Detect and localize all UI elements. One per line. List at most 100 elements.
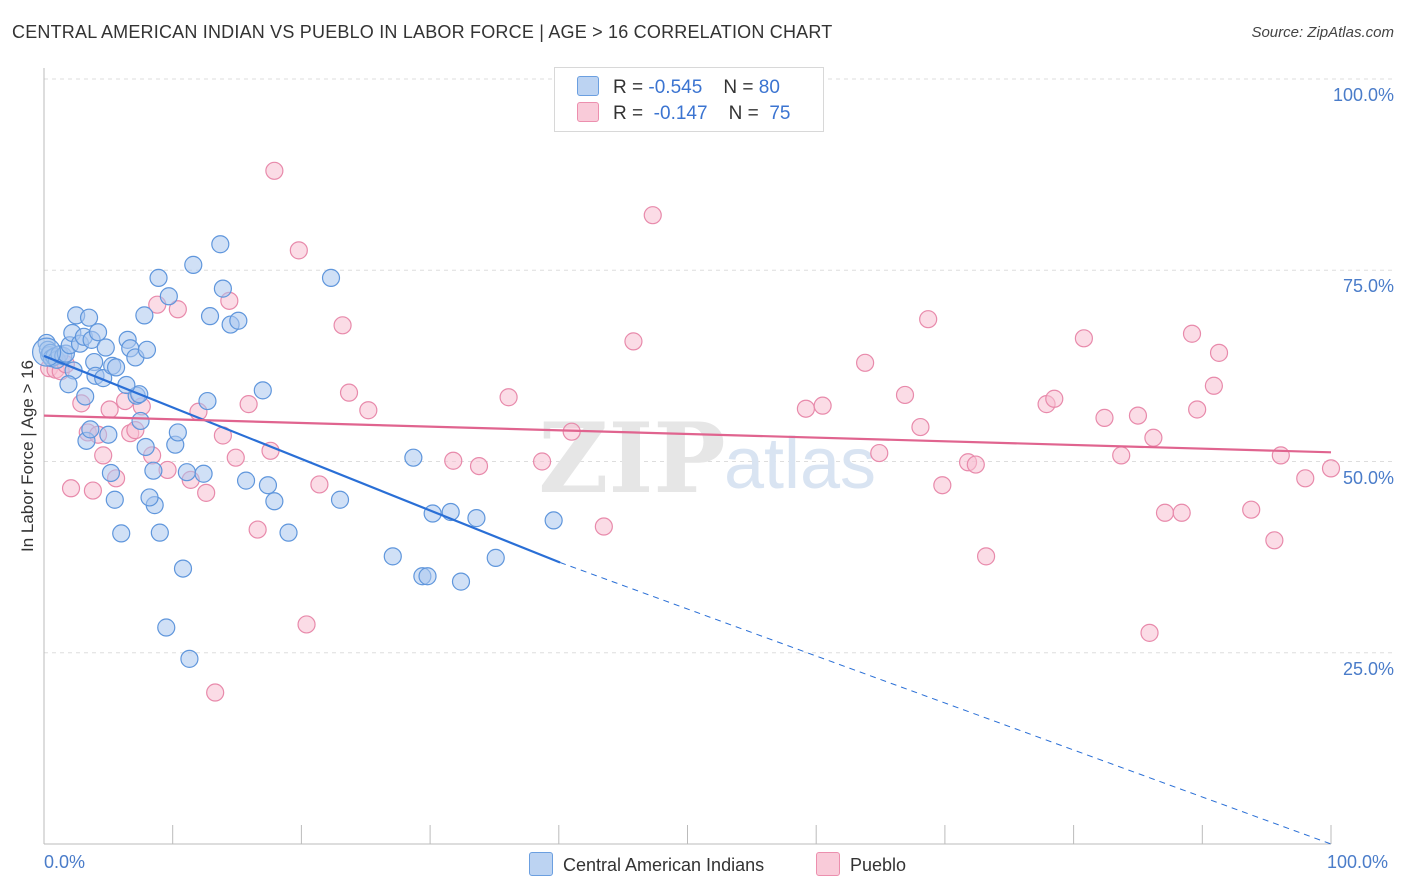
pueblo-point [469,456,489,476]
legend-item-label: Central American Indians [563,855,765,875]
central-american-indian-point [159,287,178,306]
central-american-indian-point [253,381,272,400]
central-american-indian-point [404,448,423,467]
pueblo-point [1144,428,1163,447]
pueblo-point [206,683,225,702]
pueblo-point [359,401,378,420]
legend-n-label: N = [723,77,754,98]
pueblo-point [1128,406,1148,425]
central-american-indian-point [229,311,248,330]
watermark-zip: ZIP [538,402,725,515]
central-american-indian-point [211,235,230,254]
pueblo-point [1074,329,1093,348]
central-american-indian-point [96,338,115,357]
central-american-indian-point [258,476,278,495]
central-american-indian-point [486,548,505,567]
pueblo-point [1188,400,1207,419]
central-american-indian-point [279,523,298,542]
pueblo-point [1209,343,1229,362]
central-american-indian-point [88,323,108,342]
central-american-indian-point [99,425,118,444]
pueblo-point [532,452,552,471]
pueblo-point [870,443,889,463]
legend-r-value: -0.545 [648,77,703,98]
pueblo-point [856,353,875,372]
pueblo-point [1321,459,1341,478]
legend-item-central-american-indians[interactable]: Central American Indians [529,852,764,876]
pueblo-point [239,395,258,414]
y-tick-label: 75.0% [1342,276,1394,297]
central-american-indian-point [157,618,176,637]
pueblo-point [100,400,119,419]
pueblo-point [594,517,613,536]
pueblo-point [61,479,81,498]
series-legend: Central American Indians Pueblo [0,852,1406,878]
x-tick-label-max: 100.0% [1327,852,1389,872]
legend-item-pueblo[interactable]: Pueblo [816,852,906,876]
central-american-indian-point [59,375,78,394]
pueblo-point [1271,446,1290,465]
legend-n-value: 80 [758,77,780,98]
legend-r-label: R = [613,77,644,98]
blue-trendline-extension [559,562,1332,845]
pueblo-point [1296,469,1315,488]
central-american-indian-point [81,420,100,439]
pueblo-point [265,161,284,180]
pueblo-point [919,310,938,329]
central-american-indian-point [265,492,284,511]
central-american-indian-point [330,490,350,509]
pueblo-point [83,481,103,500]
legend-swatch-blue [529,852,553,876]
central-american-indian-point [105,490,124,509]
central-american-indian-point [136,437,155,457]
pueblo-point [168,300,187,319]
pueblo-point [197,483,216,502]
pueblo-point [1204,376,1223,395]
legend-n-label: N = [728,103,759,124]
central-american-indian-point [173,559,193,578]
legend-swatch-blue [577,76,599,96]
pueblo-point [813,396,832,415]
central-american-indian-point [144,461,163,480]
pueblo-point [1095,408,1114,427]
central-american-indian-point [383,547,402,566]
pueblo-point [1242,500,1261,519]
central-american-indian-point [106,358,126,377]
pueblo-point [1140,623,1159,642]
pueblo-point [1265,531,1284,550]
central-american-indian-point [101,463,121,483]
legend-item-label: Pueblo [850,855,907,875]
source-label: Source: ZipAtlas.com [1251,24,1394,41]
pueblo-point [310,475,329,494]
central-american-indian-point [168,423,187,442]
y-tick-label: 50.0% [1342,467,1394,488]
pueblo-point [297,615,316,634]
central-american-indian-point [184,255,203,274]
pueblo-point [333,316,352,335]
central-american-indian-point [467,509,486,528]
pueblo-point [1045,389,1064,408]
central-american-indian-point [321,268,341,287]
pueblo-point [1182,324,1202,343]
pueblo-point [643,206,662,225]
central-american-indian-point [451,572,471,591]
central-american-indian-point [236,471,256,490]
pueblo-point [1155,503,1175,522]
central-american-indian-point [76,387,95,406]
central-american-indian-point [418,567,437,586]
pueblo-point [895,385,915,405]
legend-swatch-pink [816,852,840,876]
pueblo-point [976,547,996,566]
legend-row-central-american-indians: R = -0.545 N = 80 [577,76,780,100]
central-american-indian-point [112,524,131,543]
y-tick-label: 100.0% [1332,85,1394,105]
pueblo-point [933,476,952,495]
central-american-indian-point [137,340,157,359]
legend-row-pueblo: R = -0.147 N = 75 [577,102,790,126]
central-american-indian-point [140,488,159,507]
central-american-indian-point [135,306,154,325]
pueblo-point [339,383,359,402]
correlation-legend: R = -0.545 N = 80 R = -0.147 N = 75 [554,67,824,132]
pueblo-point [911,417,930,437]
central-american-indian-point [213,279,232,298]
